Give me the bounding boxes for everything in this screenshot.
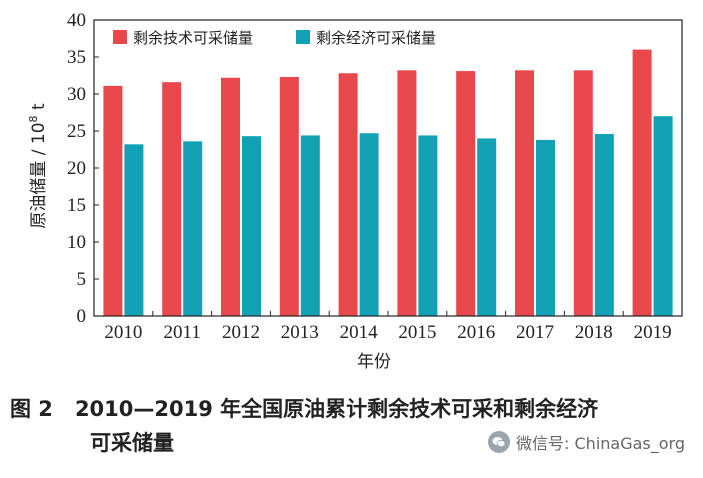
legend-swatch-economic [296, 30, 310, 44]
bar-technical-2016 [456, 71, 476, 316]
caption-line-2: 可采储量 [90, 431, 174, 455]
plot-frame [93, 19, 683, 317]
bar-technical-2019 [632, 49, 652, 316]
bar-technical-2018 [573, 70, 593, 316]
watermark-text: 微信号: ChinaGas_org [516, 434, 685, 453]
bar-economic-2011 [183, 141, 203, 316]
bar-technical-2011 [162, 82, 182, 316]
bar-economic-2017 [536, 139, 555, 316]
legend-label-economic: 剩余经济可采储量 [316, 29, 436, 47]
figure-number: 图 2 [10, 397, 53, 421]
y-tick-label: 30 [67, 84, 86, 105]
y-tick-label: 15 [67, 195, 86, 216]
bar-technical-2012 [221, 77, 240, 316]
bar-economic-2016 [477, 138, 497, 316]
x-tick-label: 2010 [104, 322, 142, 343]
bar-economic-2015 [418, 135, 438, 316]
caption-line-1: 2010—2019 年全国原油累计剩余技术可采和剩余经济 [74, 397, 599, 421]
x-tick-label: 2015 [398, 322, 436, 343]
bar-economic-2018 [594, 133, 614, 316]
wechat-icon [488, 431, 511, 453]
figure-caption: 图 2 2010—2019 年全国原油累计剩余技术可采和剩余经济 可采储量 [10, 392, 690, 460]
bar-economic-2013 [300, 135, 320, 316]
y-tick-label: 35 [67, 47, 86, 68]
x-tick-label: 2018 [575, 322, 613, 343]
bar-economic-2014 [359, 133, 379, 316]
x-tick-label: 2019 [634, 322, 672, 343]
x-tick-label: 2014 [340, 322, 379, 343]
x-tick-label: 2017 [516, 322, 554, 343]
bar-economic-2019 [653, 116, 673, 316]
y-axis-label: 原油储量 / 108 t [27, 103, 49, 229]
x-tick-label: 2012 [222, 322, 260, 343]
bar-technical-2010 [103, 85, 123, 316]
bar-technical-2013 [279, 76, 299, 316]
bar-economic-2012 [242, 136, 261, 316]
bar-technical-2014 [338, 73, 358, 316]
chart: 0 5 10 15 20 25 30 35 40 2010 2011 2012 2013 2014 2015… [27, 10, 683, 372]
y-tick-label: 0 [77, 306, 87, 327]
y-tick-label: 20 [67, 158, 86, 179]
y-tick-label: 10 [67, 232, 86, 253]
watermark: 微信号: ChinaGas_org [488, 430, 685, 454]
x-axis-label: 年份 [357, 352, 391, 372]
legend: 剩余技术可采储量 剩余经济可采储量 [113, 29, 436, 47]
y-tick-label: 40 [67, 10, 86, 31]
bar-technical-2017 [515, 70, 534, 316]
x-tick-label: 2016 [457, 322, 495, 343]
y-tick-label: 25 [67, 121, 86, 142]
bar-technical-2015 [397, 70, 417, 316]
x-tick-label: 2011 [164, 322, 201, 343]
x-tick-label: 2013 [281, 322, 319, 343]
y-tick-label: 5 [77, 269, 87, 290]
bar-economic-2010 [124, 144, 144, 316]
legend-label-technical: 剩余技术可采储量 [133, 29, 253, 47]
legend-swatch-technical [113, 30, 127, 44]
